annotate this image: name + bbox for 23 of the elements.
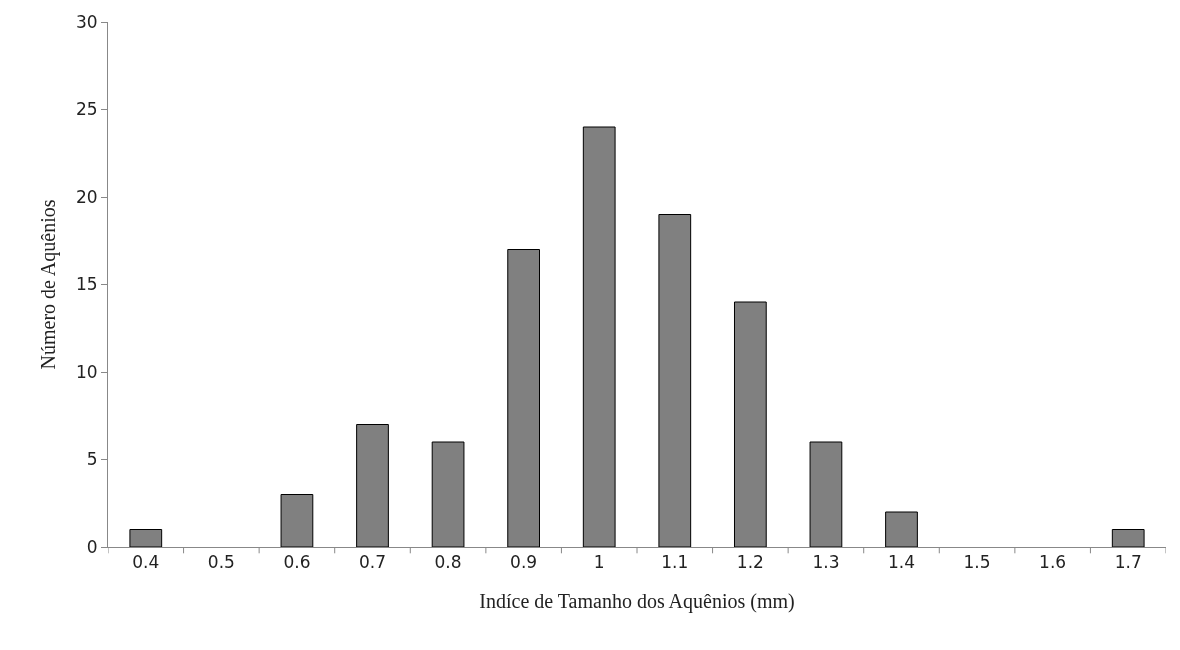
x-tick-label: 1.2 — [736, 552, 764, 573]
x-tick-label: 1.5 — [963, 552, 991, 573]
y-tick-label: 0 — [86, 536, 98, 557]
x-tick-label: 0.7 — [358, 552, 387, 573]
y-tick-label: 20 — [75, 186, 98, 207]
x-tick-label: 1.6 — [1039, 552, 1067, 573]
x-tick-label: 0.4 — [132, 552, 160, 573]
x-axis-title: Indíce de Tamanho dos Aquênios (mm) — [479, 589, 795, 613]
x-tick-label: 1.4 — [887, 552, 916, 573]
y-tick-label: 10 — [75, 361, 98, 382]
y-tick-label: 30 — [75, 11, 98, 32]
x-tick-label: 1 — [593, 552, 605, 573]
x-tick-label: 0.8 — [434, 552, 462, 573]
x-tick-label: 1.7 — [1114, 552, 1142, 573]
x-tick-label: 1.3 — [812, 552, 840, 573]
x-tick-label: 0.9 — [510, 552, 538, 573]
y-axis-title: Número de Aquênios — [37, 199, 61, 370]
y-tick-label: 25 — [75, 99, 98, 120]
y-tick-label: 5 — [86, 449, 98, 470]
x-tick-label: 0.6 — [283, 552, 311, 573]
y-tick-label: 15 — [75, 274, 98, 295]
x-tick-label: 0.5 — [207, 552, 235, 573]
x-tick-label: 1.1 — [661, 552, 689, 573]
